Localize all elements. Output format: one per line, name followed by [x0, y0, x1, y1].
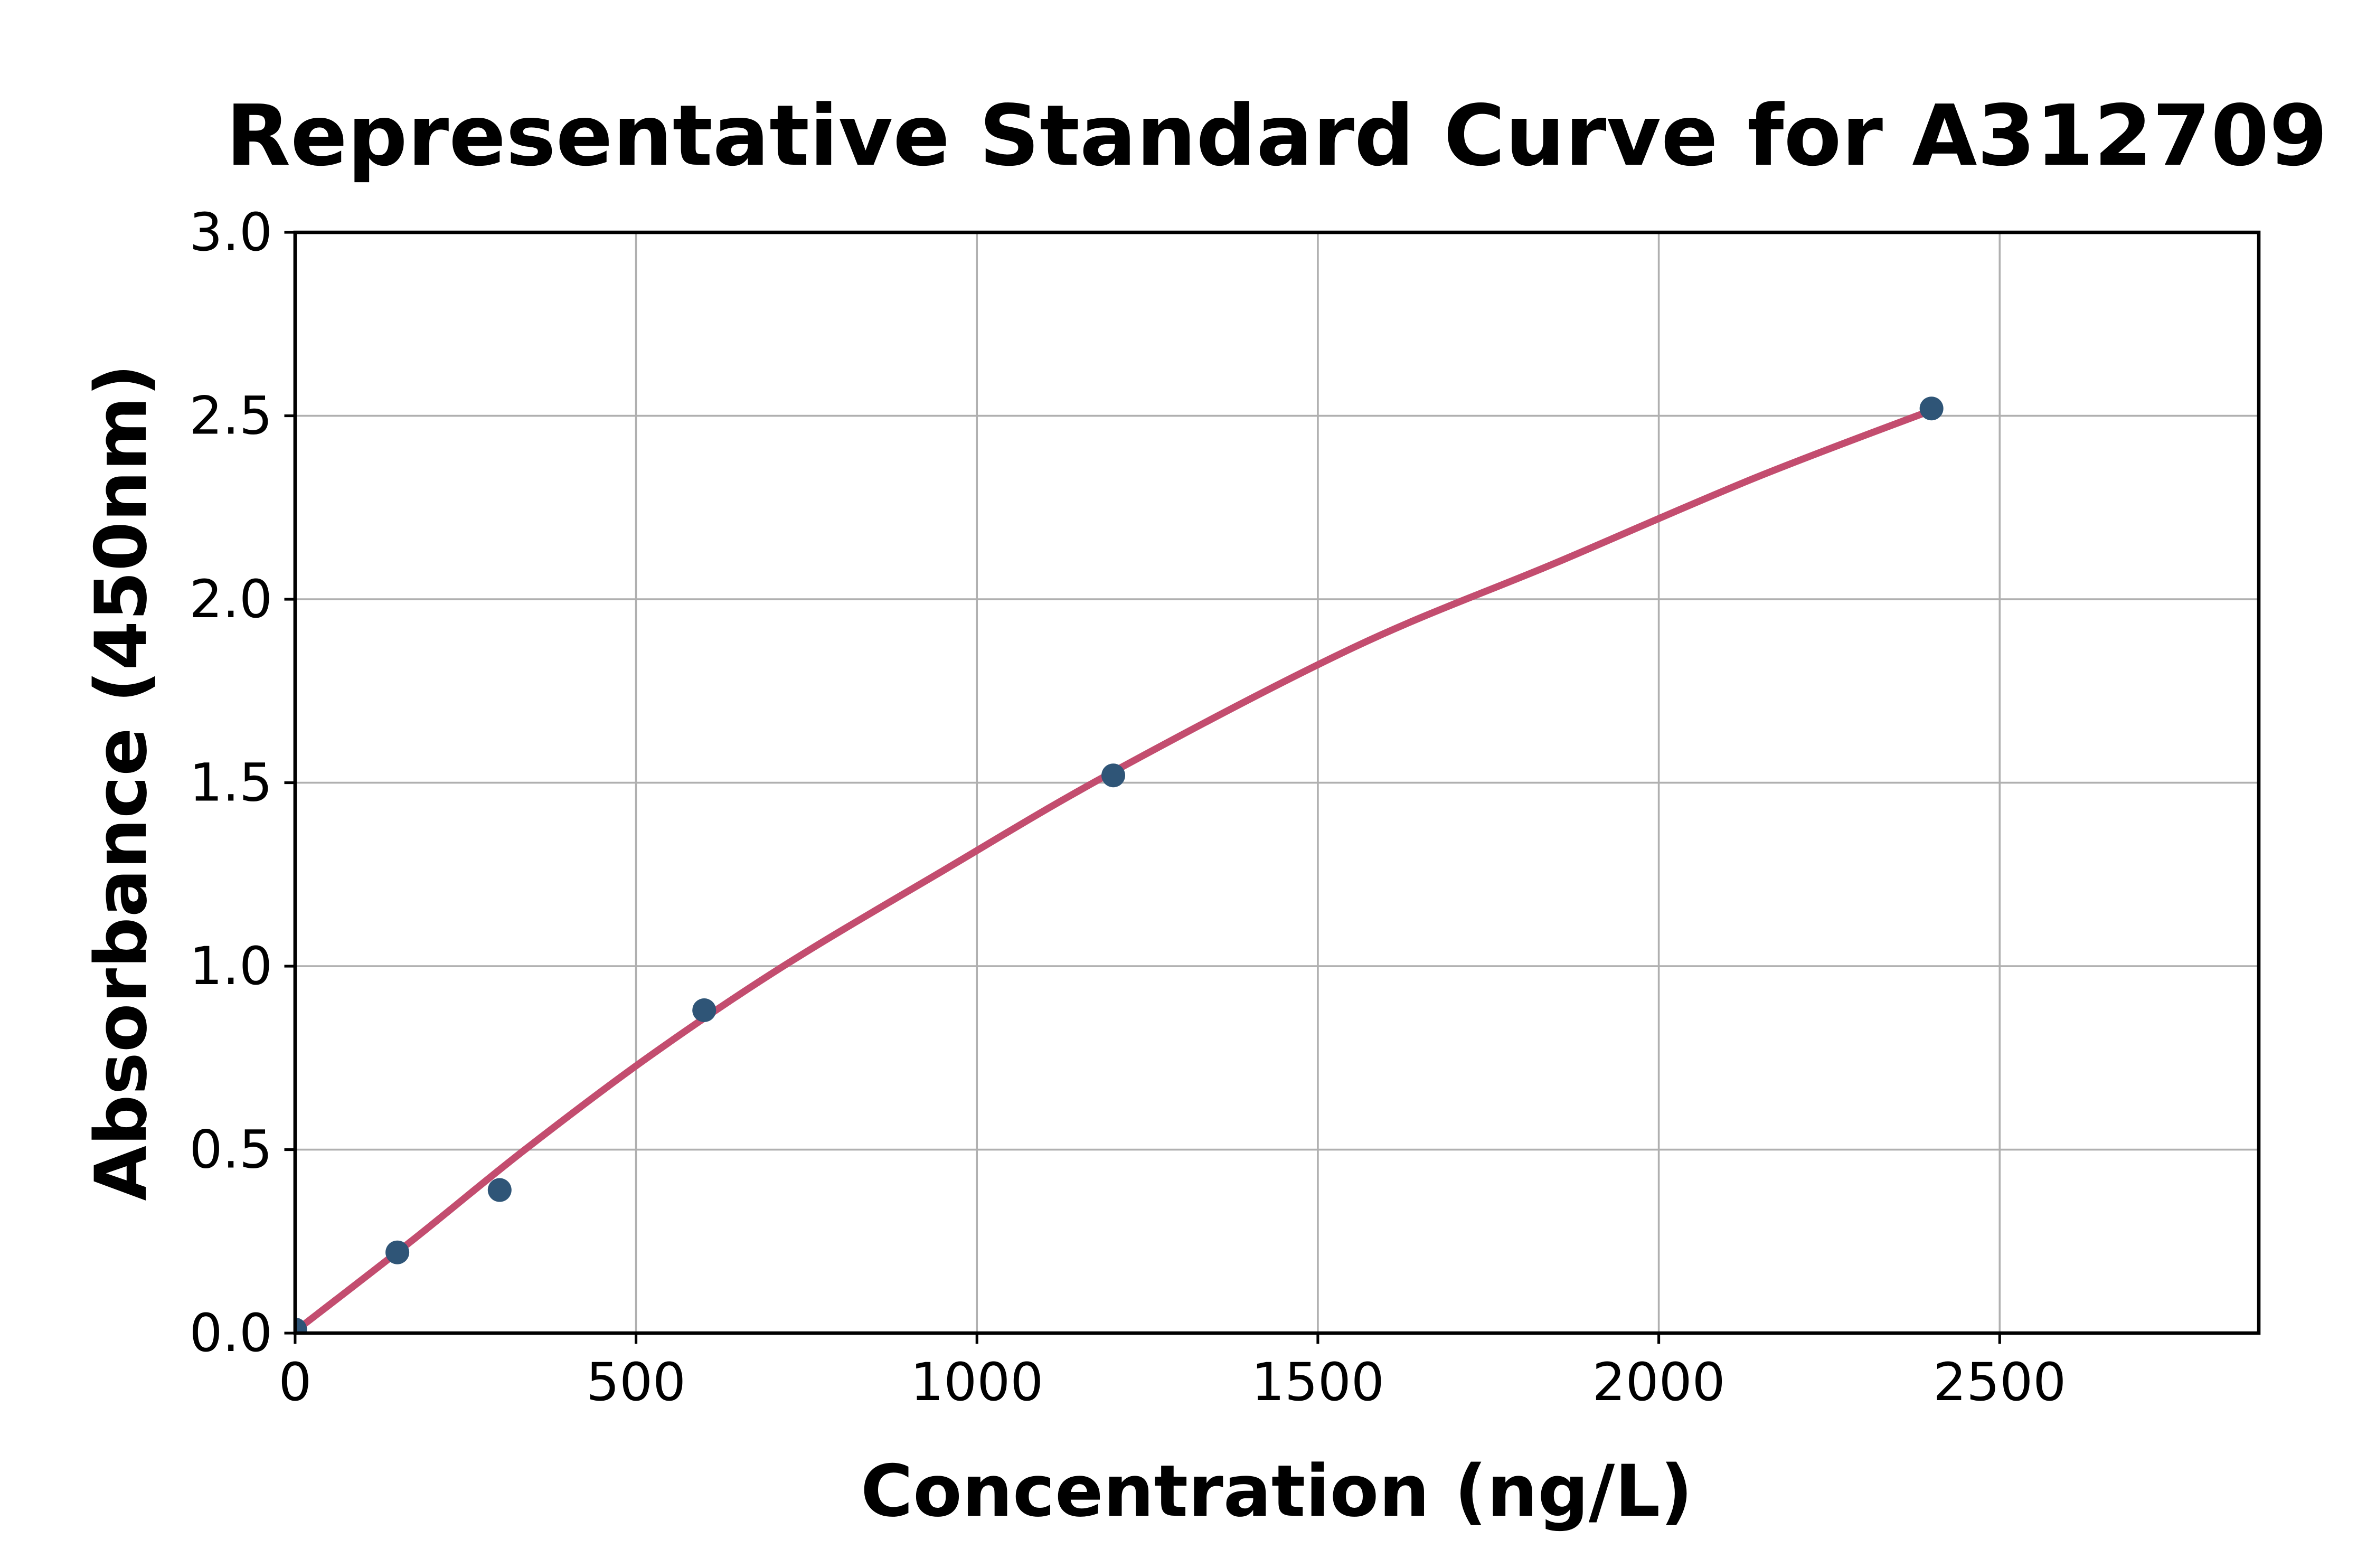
x-tick-label: 500	[586, 1352, 686, 1413]
x-tick-labels: 0 500 1000 1500 2000 2500	[278, 1352, 2066, 1413]
y-tick-label: 3.0	[190, 202, 272, 263]
y-tick-label: 1.0	[190, 936, 272, 997]
y-tick-labels: 0.0 0.5 1.0 1.5 2.0 2.5 3.0	[190, 202, 272, 1364]
x-tick-label: 2500	[1933, 1352, 2066, 1413]
x-tick-label: 1000	[910, 1352, 1043, 1413]
y-tick-label: 2.0	[190, 569, 272, 630]
chart-title: Representative Standard Curve for A31270…	[226, 87, 2328, 185]
x-tick-label: 1500	[1251, 1352, 1384, 1413]
axis-ticks	[284, 231, 2001, 1344]
y-tick-label: 0.0	[190, 1303, 272, 1364]
y-tick-label: 2.5	[190, 385, 272, 446]
x-axis-label: Concentration (ng/L)	[861, 1450, 1693, 1533]
fit-curve-line	[295, 407, 1933, 1334]
data-point	[1919, 396, 1944, 421]
data-point	[487, 1178, 512, 1202]
data-point	[1101, 763, 1126, 788]
y-axis-label: Absorbance (450nm)	[80, 364, 163, 1201]
data-point	[692, 998, 716, 1022]
y-tick-label: 1.5	[190, 752, 272, 813]
data-point	[385, 1240, 410, 1264]
data-point	[295, 1317, 307, 1334]
series-layer	[295, 396, 1944, 1334]
x-tick-label: 0	[278, 1352, 312, 1413]
y-tick-label: 0.5	[190, 1119, 272, 1180]
x-tick-label: 2000	[1592, 1352, 1726, 1413]
